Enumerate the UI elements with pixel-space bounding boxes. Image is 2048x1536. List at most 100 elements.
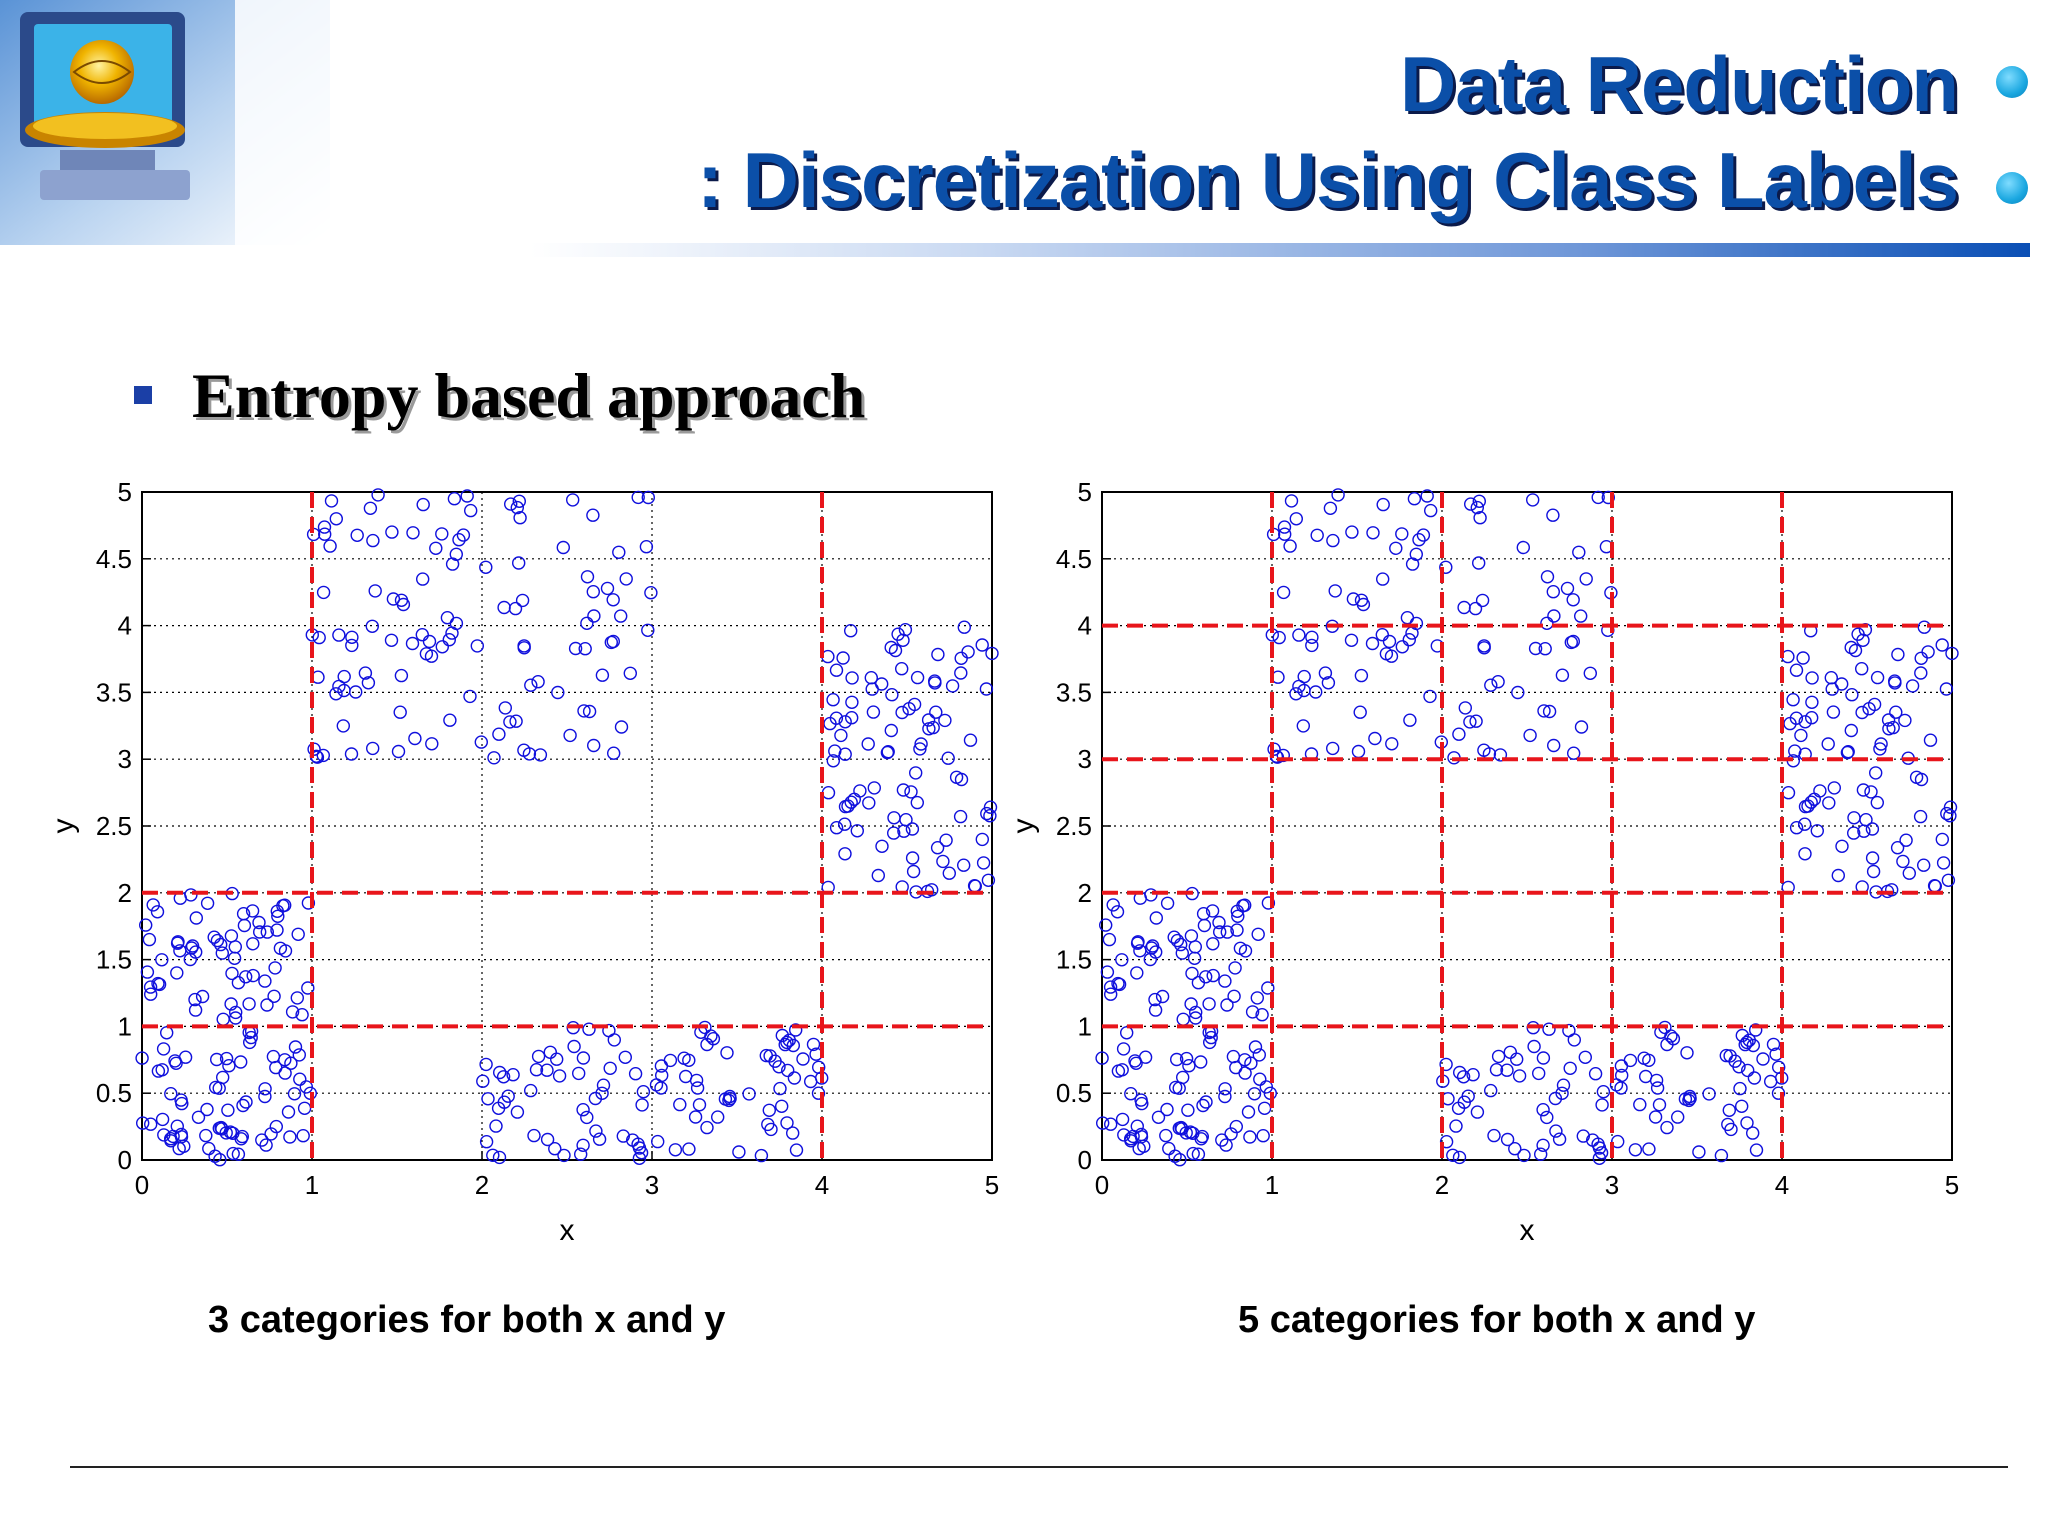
y-tick-label: 1 bbox=[118, 1011, 132, 1041]
scatter-point bbox=[233, 1055, 248, 1069]
scatter-plot-5-categories: 0 1 2 3 4 5 0 0.5 1 1.5 2 2.5 3 3.5 4 4.5 5 x y bbox=[1007, 477, 1959, 1247]
scatter-point bbox=[297, 1101, 312, 1115]
scatter-point bbox=[1642, 1053, 1656, 1067]
scatter-point bbox=[1805, 710, 1819, 725]
scatter-point bbox=[1188, 1011, 1203, 1025]
scatter-point bbox=[1354, 668, 1369, 683]
scatter-point bbox=[184, 888, 198, 902]
x-tick-label: 4 bbox=[815, 1170, 829, 1200]
scatter-point bbox=[531, 1049, 546, 1064]
scatter-point bbox=[902, 701, 916, 716]
scatter-point bbox=[290, 991, 304, 1005]
slide-title-line1: Data Reduction bbox=[1399, 40, 1959, 128]
scatter-point bbox=[1491, 1049, 1506, 1064]
scatter-point bbox=[1106, 898, 1120, 912]
scatter-point bbox=[926, 720, 940, 735]
scatter-point bbox=[1848, 643, 1863, 658]
scatter-point bbox=[567, 1039, 581, 1054]
scatter-point bbox=[1810, 824, 1824, 838]
y-tick-label: 5 bbox=[118, 477, 132, 507]
scatter-point bbox=[503, 715, 517, 729]
scatter-point bbox=[896, 783, 911, 797]
scatter-point bbox=[1847, 826, 1861, 840]
y-tick-label: 3 bbox=[118, 744, 132, 774]
scatter-point bbox=[780, 1116, 794, 1130]
scatter-point bbox=[1409, 547, 1423, 562]
scatter-point bbox=[895, 661, 909, 676]
scatter-point bbox=[189, 911, 204, 925]
scatter-point bbox=[1822, 796, 1836, 810]
scatter-point bbox=[700, 1120, 714, 1135]
scatter-point bbox=[985, 646, 999, 661]
scatter-point bbox=[1546, 584, 1560, 599]
scatter-point bbox=[910, 795, 924, 810]
scatter-point bbox=[1516, 540, 1530, 555]
scatter-point bbox=[1464, 497, 1478, 511]
scatter-point bbox=[871, 868, 885, 883]
scatter-point bbox=[385, 525, 399, 539]
scatter-point bbox=[239, 1095, 253, 1109]
scatter-point bbox=[632, 1151, 647, 1165]
scatter-point bbox=[271, 909, 285, 923]
y-tick-label: 4.5 bbox=[96, 544, 132, 574]
scatter-point bbox=[1184, 997, 1198, 1011]
scatter-point bbox=[1576, 1129, 1590, 1143]
scatter-point bbox=[954, 772, 969, 787]
scatter-point bbox=[1439, 1057, 1453, 1072]
scatter-point bbox=[1395, 640, 1409, 654]
scatter-point bbox=[1881, 713, 1896, 727]
title-underline bbox=[530, 243, 2030, 257]
scatter-point bbox=[1847, 811, 1861, 825]
scatter-point bbox=[1563, 1061, 1577, 1075]
scatter-point bbox=[1402, 632, 1416, 647]
scatter-point bbox=[1356, 597, 1371, 612]
scatter-point bbox=[975, 638, 989, 652]
scatter-point bbox=[1470, 500, 1484, 515]
scatter-point bbox=[236, 1098, 250, 1113]
scatter-point bbox=[778, 1037, 792, 1052]
scatter-point bbox=[1439, 560, 1453, 575]
scatter-point bbox=[1648, 1110, 1663, 1124]
scatter-point bbox=[435, 640, 449, 654]
scatter-point bbox=[1227, 989, 1241, 1003]
scatter-point bbox=[552, 1069, 567, 1083]
x-tick-label: 4 bbox=[1775, 1170, 1789, 1200]
scatter-point bbox=[1175, 1122, 1189, 1136]
scatter-point bbox=[252, 925, 267, 939]
scatter-point bbox=[566, 493, 580, 507]
scatter-point bbox=[231, 1147, 246, 1161]
scatter-point bbox=[1747, 1071, 1762, 1085]
scatter-point bbox=[1579, 572, 1593, 586]
scatter-point bbox=[501, 1089, 515, 1103]
scatter-point bbox=[1172, 1081, 1186, 1095]
scatter-point bbox=[1095, 1051, 1109, 1065]
scatter-point bbox=[619, 572, 633, 586]
scatter-point bbox=[1470, 1105, 1485, 1119]
scatter-point bbox=[1564, 635, 1578, 650]
scatter-point bbox=[1191, 1147, 1206, 1161]
scatter-point bbox=[213, 1153, 227, 1167]
scatter-point bbox=[1574, 609, 1588, 623]
scatter-point bbox=[1160, 896, 1175, 910]
scatter-point bbox=[1407, 492, 1422, 506]
scatter-point bbox=[371, 488, 385, 502]
scatter-point bbox=[285, 1005, 300, 1019]
scatter-point bbox=[844, 623, 858, 638]
scatter-point bbox=[639, 539, 654, 554]
scatter-point bbox=[513, 511, 527, 525]
scatter-point bbox=[1671, 1110, 1685, 1124]
scatter-point bbox=[1458, 701, 1472, 715]
scatter-point bbox=[887, 826, 901, 840]
scatter-point bbox=[1801, 799, 1815, 813]
scatter-point bbox=[293, 1072, 307, 1086]
scatter-point bbox=[1840, 745, 1855, 760]
scatter-point bbox=[1103, 1117, 1118, 1131]
scatter-point bbox=[1353, 705, 1367, 719]
x-tick-label: 2 bbox=[475, 1170, 489, 1200]
scatter-point bbox=[155, 1063, 169, 1077]
scatter-point bbox=[1560, 581, 1575, 596]
scatter-point bbox=[1110, 905, 1125, 919]
scatter-point bbox=[1642, 1142, 1656, 1156]
scatter-point bbox=[269, 1060, 283, 1075]
scatter-point bbox=[496, 1070, 511, 1084]
